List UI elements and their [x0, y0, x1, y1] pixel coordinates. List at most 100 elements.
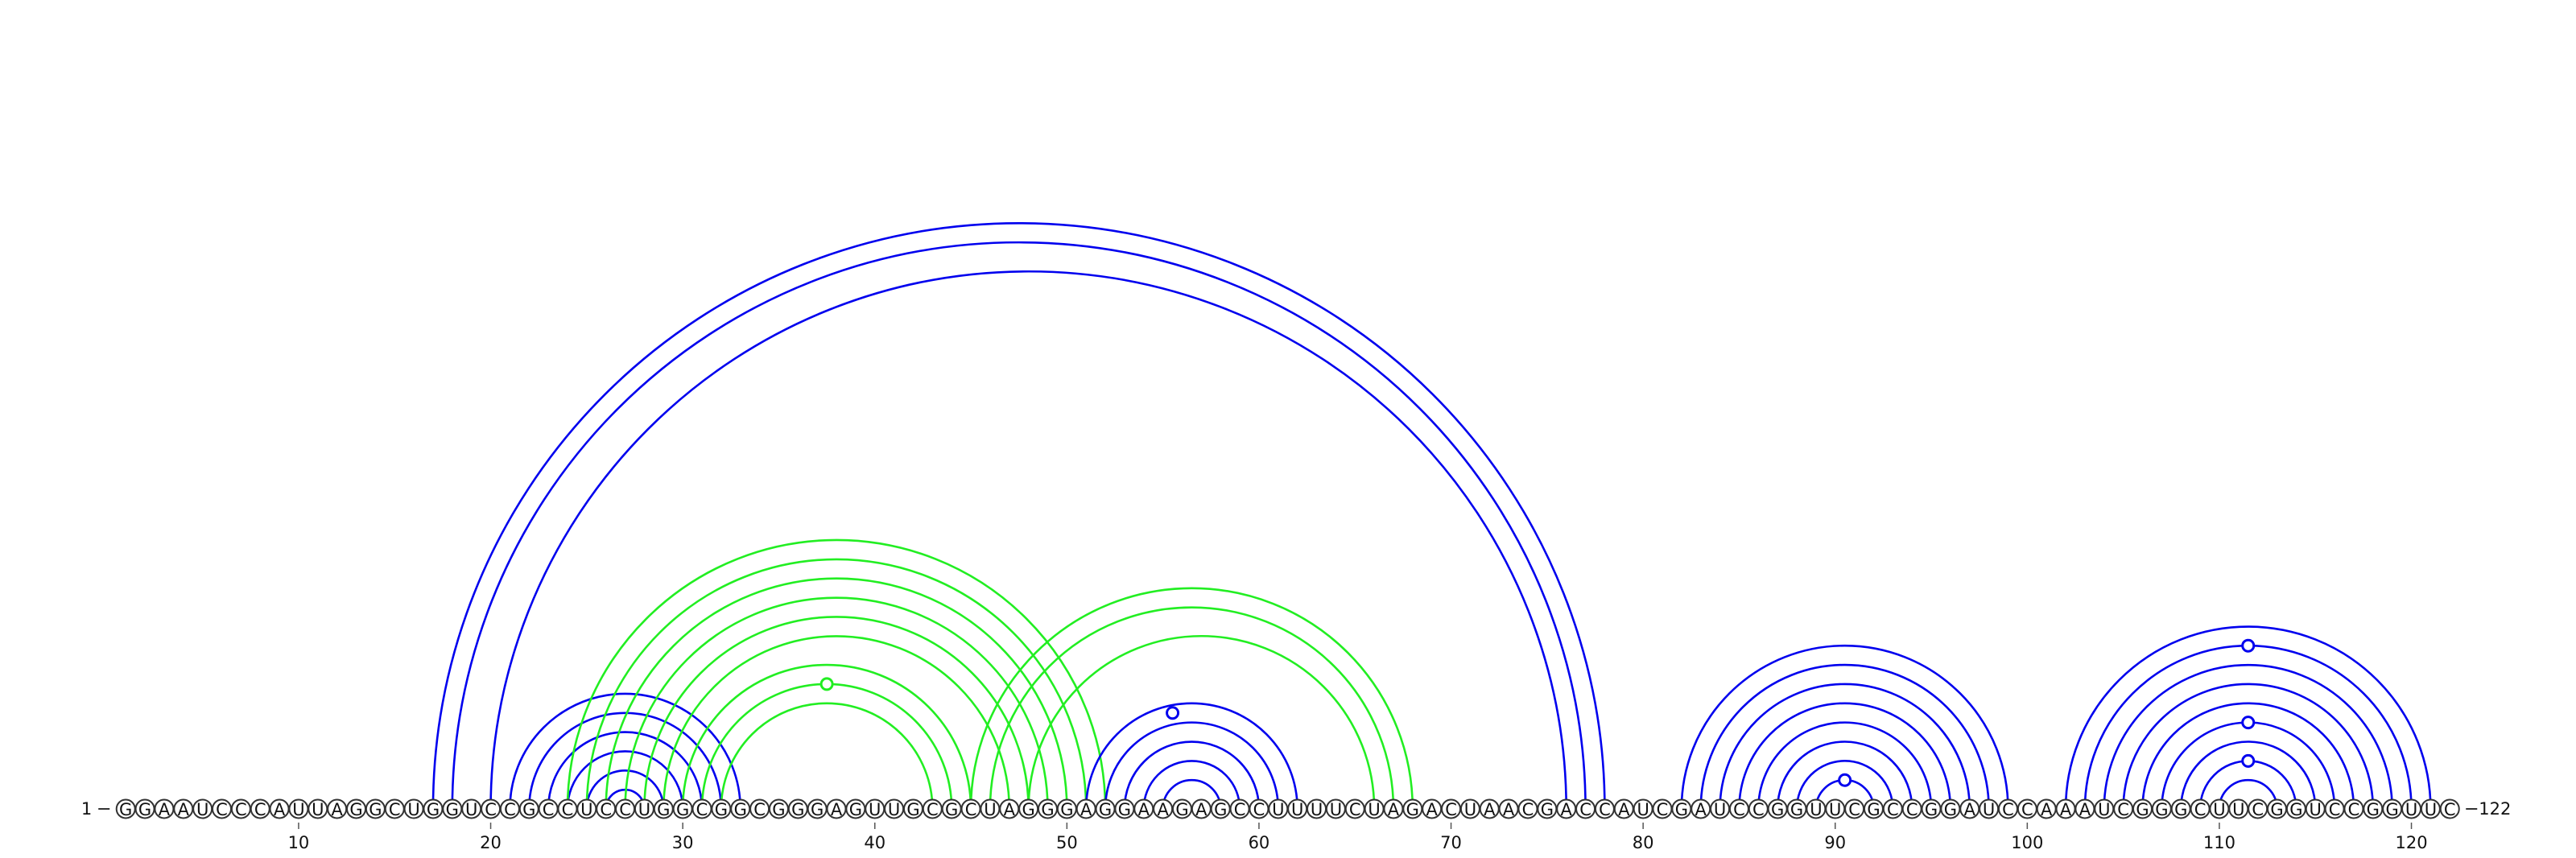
- nucleotide-letter: G: [1541, 800, 1554, 819]
- nucleotide-letter: G: [657, 800, 670, 819]
- arc-blue-106-117: [2141, 702, 2355, 810]
- nucleotide: A: [2074, 798, 2095, 819]
- arc-blue-86-95: [1757, 721, 1933, 810]
- nucleotide: U: [1633, 798, 1653, 819]
- nucleotide-letter: G: [369, 800, 382, 819]
- nucleotide-letter: U: [1637, 800, 1649, 819]
- nucleotide-letter: A: [1484, 800, 1496, 819]
- nucleotide-letter: C: [2021, 800, 2033, 819]
- nucleotide: C: [2248, 798, 2268, 819]
- arc-blue-87-94: [1776, 740, 1913, 810]
- nucleotide: A: [327, 798, 348, 819]
- arc-blue-82-99: [1680, 644, 2009, 810]
- arc-blue-110-113: [2218, 778, 2278, 810]
- nucleotide: U: [884, 798, 905, 819]
- nucleotide: C: [1575, 798, 1596, 819]
- nucleotide: C: [922, 798, 943, 819]
- nucleotide-letter: G: [734, 800, 747, 819]
- nucleotide: G: [1767, 798, 1788, 819]
- arc-green-48-66: [1027, 634, 1376, 810]
- nucleotide-letter: A: [1618, 800, 1630, 819]
- nucleotide-letter: C: [1253, 800, 1265, 819]
- nucleotide-letter: G: [1790, 800, 1803, 819]
- nucleotide-letter: C: [1657, 800, 1669, 819]
- nucleotide-letter: U: [580, 800, 592, 819]
- nucleotide-letter: U: [1829, 800, 1841, 819]
- arc-blue-54-59: [1142, 760, 1241, 810]
- nucleotide-letter: G: [1022, 800, 1034, 819]
- nucleotide: A: [999, 798, 1020, 819]
- nucleotide: C: [212, 798, 232, 819]
- loop-marker-6: [2241, 753, 2256, 768]
- nucleotide-letter: A: [178, 800, 190, 819]
- nucleotide: U: [403, 798, 424, 819]
- nucleotide: C: [1997, 798, 2018, 819]
- arc-green-28-48: [643, 616, 1030, 810]
- nucleotide: U: [2401, 798, 2422, 819]
- nucleotide: C: [2190, 798, 2211, 819]
- nucleotide: G: [672, 798, 693, 819]
- nucleotide-letter: C: [2002, 800, 2014, 819]
- nucleotide: U: [2094, 798, 2115, 819]
- nucleotide-letter: G: [119, 800, 132, 819]
- nucleotide-letter: C: [1599, 800, 1611, 819]
- axis-tick-label: 100: [2011, 833, 2043, 852]
- arc-blue-24-30: [566, 750, 684, 810]
- nucleotide-letter: A: [1388, 800, 1400, 819]
- nucleotide-letter: U: [312, 800, 324, 819]
- nucleotide-letter: G: [849, 800, 862, 819]
- arc-blue-104-119: [2103, 663, 2393, 810]
- nucleotide-letter: G: [522, 800, 535, 819]
- nucleotide: G: [2132, 798, 2153, 819]
- nucleotide: G: [845, 798, 866, 819]
- nucleotide: U: [1307, 798, 1327, 819]
- nucleotide: C: [1441, 798, 1462, 819]
- sequence-start-label: 1: [81, 799, 92, 819]
- nucleotide: G: [768, 798, 789, 819]
- nucleotide: C: [230, 798, 251, 819]
- nucleotide-letter: U: [1291, 800, 1303, 819]
- nucleotide-letter: A: [2079, 800, 2091, 819]
- nucleotide-letter: G: [446, 800, 459, 819]
- nucleotide: G: [1095, 798, 1116, 819]
- nucleotide: U: [192, 798, 213, 819]
- nucleotide-letter: G: [906, 800, 919, 819]
- nucleotide: A: [1959, 798, 1980, 819]
- sequence-end-label: 122: [2479, 799, 2511, 819]
- nucleotide: G: [941, 798, 962, 819]
- nucleotide-letter: C: [1752, 800, 1765, 819]
- nucleotide-letter: C: [2252, 800, 2264, 819]
- nucleotide: C: [2439, 798, 2460, 819]
- nucleotide-letter: A: [1964, 800, 1976, 819]
- base-pair-arcs: [431, 221, 2432, 810]
- arc-green-27-49: [624, 596, 1049, 810]
- arc-blue-51-62: [1084, 702, 1298, 810]
- nucleotide-letter: G: [1041, 800, 1054, 819]
- nucleotide: C: [1652, 798, 1673, 819]
- nucleotide: A: [1613, 798, 1634, 819]
- nucleotide: G: [1940, 798, 1961, 819]
- nucleotide-letter: A: [1561, 800, 1573, 819]
- nucleotide-letter: C: [1445, 800, 1457, 819]
- nucleotide-letter: A: [331, 800, 343, 819]
- nucleotide: A: [1153, 798, 1174, 819]
- nucleotide: G: [115, 798, 136, 819]
- nucleotide: G: [365, 798, 386, 819]
- axis-tick-label: 120: [2395, 833, 2427, 852]
- nucleotide-letter: G: [791, 800, 804, 819]
- nucleotide-letter: G: [2270, 800, 2283, 819]
- arc-blue-105-118: [2122, 683, 2375, 810]
- nucleotide: A: [1383, 798, 1404, 819]
- nucleotide-letter: C: [562, 800, 574, 819]
- nucleotide-letter: G: [1118, 800, 1131, 819]
- nucleotide-letter: G: [1867, 800, 1880, 819]
- arc-green-26-50: [605, 577, 1068, 810]
- arc-blue-23-31: [547, 731, 704, 810]
- nucleotide-letter: G: [1175, 800, 1188, 819]
- nucleotide: U: [461, 798, 482, 819]
- nucleotide: G: [807, 798, 828, 819]
- nucleotide: U: [308, 798, 328, 819]
- nucleotide-letter: G: [2136, 800, 2149, 819]
- nucleotide: G: [1018, 798, 1039, 819]
